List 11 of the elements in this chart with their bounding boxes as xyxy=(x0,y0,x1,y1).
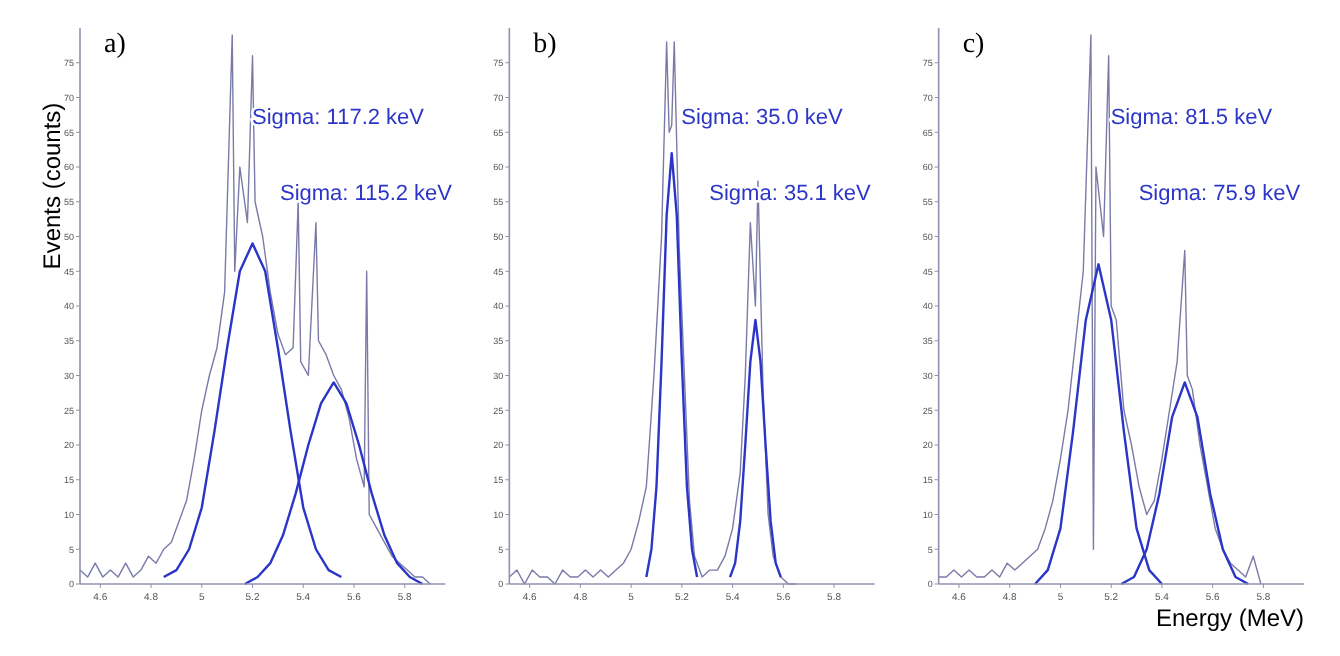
line-series xyxy=(645,151,699,579)
annotation: Sigma: 35.0 keV xyxy=(681,106,845,130)
annotation: Sigma: 115.2 keV xyxy=(280,182,454,206)
chart-title: c) xyxy=(962,30,986,60)
x-axis-title: Energy (MeV) xyxy=(1155,604,1304,632)
line-series xyxy=(728,318,782,579)
chart-title: a) xyxy=(104,30,127,60)
annotation: Sigma: 75.9 keV xyxy=(1138,182,1302,206)
y-axis-title: Events (counts) xyxy=(38,102,66,270)
annotation: Sigma: 81.5 keV xyxy=(1110,106,1274,130)
chart-title: b) xyxy=(533,30,558,60)
